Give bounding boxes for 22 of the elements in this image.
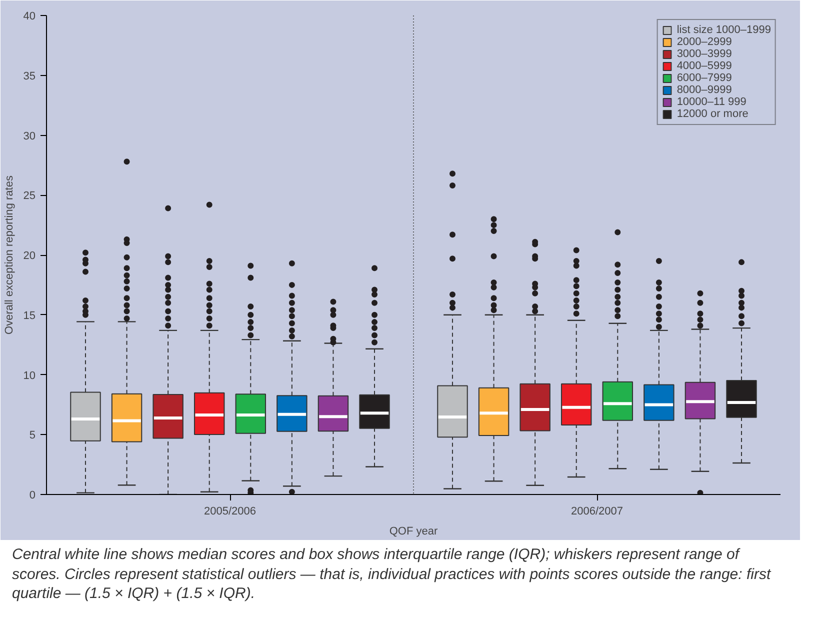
- y-axis-title: Overall exception reporting rates: [3, 175, 16, 334]
- y-tick-label: 10: [23, 370, 36, 382]
- y-tick-label: 40: [23, 10, 36, 22]
- x-axis-title: QOF year: [389, 526, 438, 538]
- y-tick-label: 35: [23, 70, 36, 82]
- legend-label: 10000–11 999: [676, 96, 746, 108]
- y-tick-label: 5: [29, 430, 36, 442]
- legend-label: 12000 or more: [676, 108, 748, 120]
- y-tick-label: 25: [23, 190, 36, 202]
- legend-label: 2000–2999: [676, 36, 732, 48]
- legend-label: 6000–7999: [676, 72, 732, 84]
- y-tick-label: 15: [23, 310, 36, 322]
- y-tick-label: 0: [29, 490, 36, 502]
- x-tick-label: 2005/2006: [204, 506, 256, 518]
- legend-label: 3000–3999: [676, 48, 732, 60]
- x-tick-label: 2006/2007: [571, 506, 623, 518]
- text: Central white line shows median scores and box shows interquartile range (IQR); whiskers represent range of scores. Circles represent statistical outliers — that is, individual practices with points scores outside the range: first quartile — (1.5 × IQR) + (1.5 × IQR).: [12, 545, 772, 604]
- legend-label: 8000–9999: [676, 84, 732, 96]
- legend-label: 4000–5999: [676, 60, 732, 72]
- legend-label: list size 1000–1999: [676, 24, 771, 36]
- y-tick-label: 30: [23, 130, 36, 142]
- y-tick-label: 20: [23, 250, 36, 262]
